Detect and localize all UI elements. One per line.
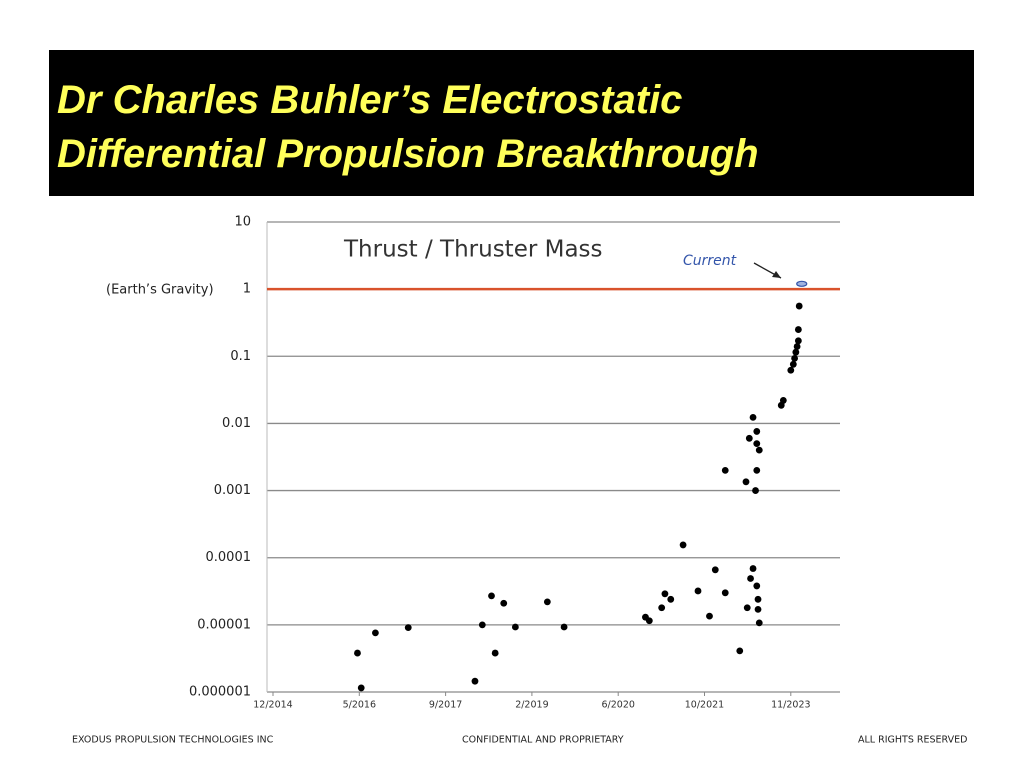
point bbox=[491, 649, 499, 657]
y-tick-label: 0.000001 bbox=[189, 685, 251, 700]
x-tick-label: 9/2017 bbox=[429, 700, 462, 711]
point bbox=[791, 355, 798, 362]
point bbox=[793, 343, 801, 350]
point bbox=[661, 590, 669, 598]
point bbox=[794, 326, 802, 333]
point bbox=[789, 360, 797, 368]
arrowhead bbox=[772, 271, 781, 278]
point bbox=[658, 604, 666, 612]
point bbox=[792, 348, 800, 356]
point bbox=[749, 413, 757, 421]
point bbox=[706, 612, 713, 620]
point bbox=[747, 575, 754, 582]
point bbox=[749, 565, 757, 572]
point bbox=[754, 595, 762, 603]
current-label: Current bbox=[683, 253, 737, 269]
y-tick-label: 10 bbox=[234, 215, 251, 230]
point bbox=[721, 466, 729, 474]
x-tick-label: 6/2020 bbox=[601, 700, 634, 711]
point bbox=[779, 397, 787, 404]
x-tick-label: 5/2016 bbox=[343, 700, 376, 711]
y-tick-label: 0.0001 bbox=[206, 550, 252, 565]
point bbox=[404, 624, 412, 632]
point bbox=[795, 302, 803, 310]
y-tick-label: 1 bbox=[243, 282, 251, 297]
point bbox=[753, 466, 761, 474]
title-box bbox=[49, 50, 974, 196]
x-tick-label: 11/2023 bbox=[771, 700, 810, 711]
y-annotation: (Earth’s Gravity) bbox=[106, 283, 214, 298]
point bbox=[787, 366, 795, 374]
y-tick-label: 0.001 bbox=[214, 483, 251, 498]
point bbox=[667, 595, 675, 603]
point bbox=[357, 684, 365, 692]
point bbox=[471, 677, 479, 685]
point bbox=[478, 621, 486, 629]
point bbox=[753, 582, 761, 590]
point bbox=[743, 604, 751, 612]
point bbox=[755, 619, 763, 627]
current-point bbox=[796, 280, 808, 287]
point bbox=[752, 487, 759, 494]
y-tick-label: 0.1 bbox=[230, 349, 251, 364]
point bbox=[694, 587, 702, 595]
y-tick-label: 0.00001 bbox=[197, 617, 251, 632]
footer-text: ALL RIGHTS RESERVED bbox=[858, 735, 967, 746]
y-tick-label: 0.01 bbox=[222, 416, 251, 431]
point bbox=[354, 649, 361, 657]
x-tick-label: 10/2021 bbox=[685, 700, 724, 711]
chart-subtitle: Thrust / Thruster Mass bbox=[343, 237, 603, 263]
point bbox=[745, 434, 753, 442]
point bbox=[753, 440, 761, 448]
point bbox=[500, 599, 508, 607]
point bbox=[543, 598, 551, 606]
x-tick-label: 12/2014 bbox=[253, 700, 292, 711]
point bbox=[736, 647, 744, 655]
point bbox=[794, 337, 802, 345]
title-line: Dr Charles Buhler’s Electrostatic bbox=[57, 78, 682, 122]
point bbox=[372, 629, 379, 637]
point bbox=[645, 617, 653, 625]
point bbox=[753, 428, 761, 435]
point bbox=[742, 478, 750, 486]
footer-text: EXODUS PROPULSION TECHNOLOGIES INC bbox=[72, 735, 274, 746]
footer-text: CONFIDENTIAL AND PROPRIETARY bbox=[462, 735, 624, 746]
title-line: Differential Propulsion Breakthrough bbox=[57, 132, 759, 176]
x-tick-label: 2/2019 bbox=[515, 700, 548, 711]
point bbox=[679, 541, 687, 549]
point bbox=[560, 623, 568, 631]
point bbox=[754, 605, 762, 613]
point bbox=[755, 446, 763, 454]
point bbox=[511, 623, 519, 631]
point bbox=[488, 592, 495, 600]
point bbox=[721, 589, 729, 597]
point bbox=[711, 566, 719, 574]
